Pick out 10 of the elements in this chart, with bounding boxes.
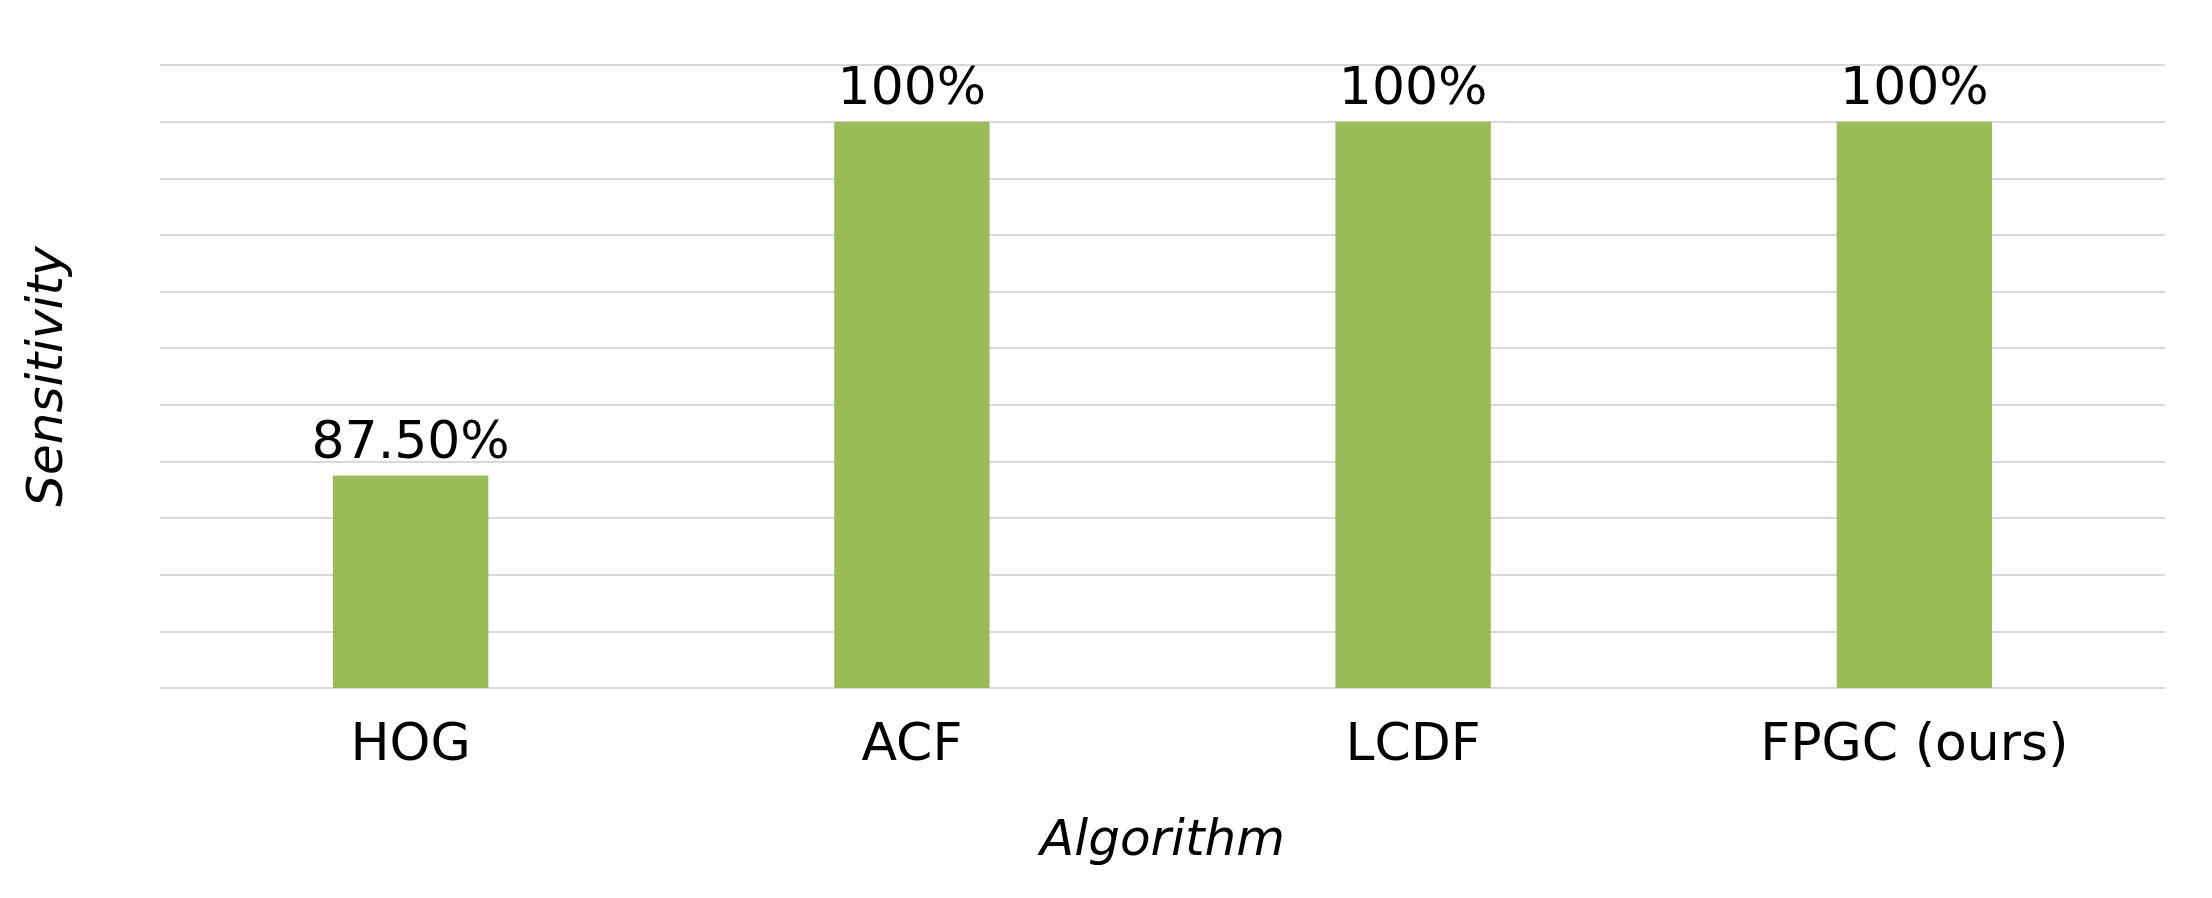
data-label: 100% <box>837 55 987 116</box>
data-label: 100% <box>1338 55 1488 116</box>
data-label: 87.50% <box>311 409 510 470</box>
x-axis-title: Algorithm <box>1037 809 1285 867</box>
x-tick-label: HOG <box>350 712 471 772</box>
data-label: 100% <box>1840 55 1989 116</box>
x-tick-label: LCDF <box>1345 712 1481 772</box>
y-axis-title: Sensitivity <box>16 244 74 507</box>
x-tick-label: FPGC (ours) <box>1760 712 2069 772</box>
x-tick-label: ACF <box>861 712 963 772</box>
